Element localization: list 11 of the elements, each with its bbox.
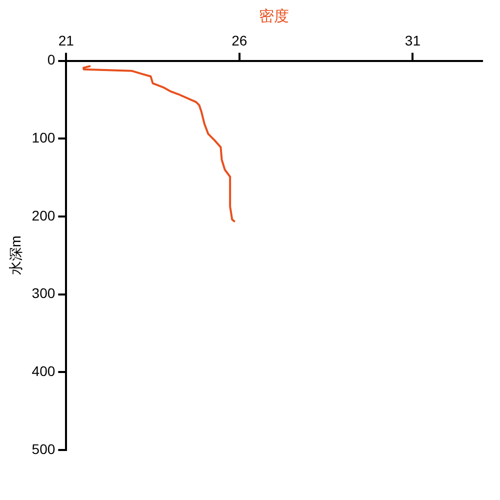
y-tick-label: 300	[32, 285, 56, 302]
y-tick-label: 400	[32, 363, 56, 380]
y-axis-title: 水深m	[7, 236, 24, 276]
x-tick-label: 31	[404, 32, 421, 48]
y-tick-label: 100	[32, 130, 56, 146]
x-tick-label: 21	[58, 32, 74, 48]
x-tick-label: 26	[232, 32, 248, 48]
x-axis-title: 密度	[259, 8, 290, 26]
y-tick-label: 500	[32, 440, 56, 457]
y-tick-label: 200	[32, 207, 56, 224]
y-tick-label: 0	[47, 52, 56, 68]
